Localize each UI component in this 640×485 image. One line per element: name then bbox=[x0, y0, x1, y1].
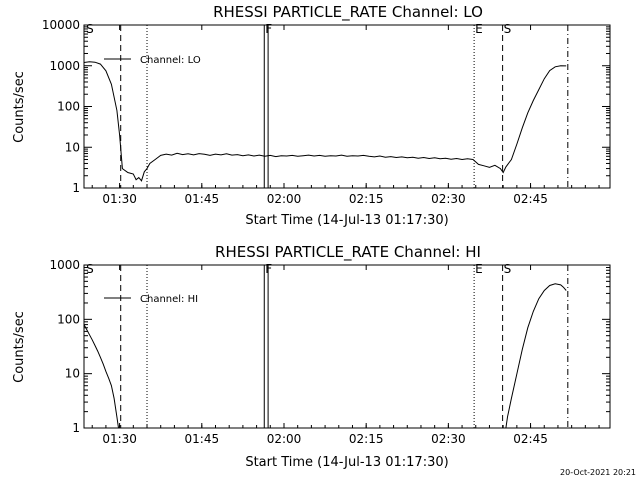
data-series-line bbox=[83, 324, 119, 429]
panel-lo-x-ticks: 01:30 01:45 02:00 02:15 02:30 02:45 bbox=[91, 25, 600, 206]
panel-hi-x-ticks: 01:30 01:45 02:00 02:15 02:30 02:45 bbox=[91, 265, 600, 446]
y-tick-label: 10 bbox=[65, 367, 80, 381]
panel-hi-y-ticks: 1 10 100 1000 bbox=[49, 258, 610, 435]
x-tick-label: 01:30 bbox=[102, 432, 137, 446]
y-tick-label: 1 bbox=[72, 421, 80, 435]
y-tick-label: 1000 bbox=[49, 59, 80, 73]
panel-hi-axes-frame bbox=[83, 264, 611, 429]
event-marker-label: S bbox=[86, 262, 94, 276]
panel-hi-ylabel: Counts/sec bbox=[12, 311, 27, 383]
y-tick-label: 100 bbox=[57, 312, 80, 326]
panel-lo-legend: Channel: LO bbox=[104, 55, 201, 66]
data-series-line bbox=[505, 283, 567, 429]
x-tick-label: 02:45 bbox=[513, 192, 548, 206]
panel-hi-series bbox=[83, 283, 567, 429]
event-marker-label: F bbox=[265, 22, 272, 36]
y-tick-label: 1000 bbox=[49, 258, 80, 272]
legend-lo-label: Channel: LO bbox=[140, 55, 201, 66]
panel-lo-xlabel: Start Time (14-Jul-13 01:17:30) bbox=[245, 213, 448, 228]
x-tick-label: 01:45 bbox=[185, 192, 220, 206]
y-tick-label: 100 bbox=[57, 100, 80, 114]
event-marker-label: F bbox=[265, 262, 272, 276]
y-tick-label: 1 bbox=[72, 181, 80, 195]
x-tick-label: 02:30 bbox=[431, 432, 466, 446]
event-marker-label: S bbox=[504, 22, 512, 36]
panel-hi-legend: Channel: HI bbox=[104, 294, 198, 305]
plot-panel-hi: RHESSI PARTICLE_RATE Channel: HI S F E S 01… bbox=[12, 243, 611, 470]
data-series-line bbox=[83, 61, 567, 182]
y-tick-label: 10 bbox=[65, 140, 80, 154]
event-marker-label: E bbox=[475, 22, 483, 36]
x-tick-label: 02:30 bbox=[431, 192, 466, 206]
x-tick-label: 01:45 bbox=[185, 432, 220, 446]
event-marker-label: S bbox=[86, 22, 94, 36]
plot-panel-lo: RHESSI PARTICLE_RATE Channel: LO S F E S 01… bbox=[12, 3, 611, 228]
x-tick-label: 02:15 bbox=[349, 192, 384, 206]
panel-lo-series bbox=[83, 61, 567, 182]
panel-hi-xlabel: Start Time (14-Jul-13 01:17:30) bbox=[245, 455, 448, 470]
generated-timestamp: 20-Oct-2021 20:21 bbox=[560, 468, 636, 477]
event-marker-label: E bbox=[475, 262, 483, 276]
x-tick-label: 02:00 bbox=[267, 432, 302, 446]
y-tick-label: 10000 bbox=[42, 18, 80, 32]
x-tick-label: 02:15 bbox=[349, 432, 384, 446]
x-tick-label: 01:30 bbox=[102, 192, 137, 206]
panel-lo-ylabel: Counts/sec bbox=[12, 71, 27, 143]
event-marker-label: S bbox=[504, 262, 512, 276]
panel-lo-title: RHESSI PARTICLE_RATE Channel: LO bbox=[213, 3, 483, 22]
x-tick-label: 02:00 bbox=[267, 192, 302, 206]
legend-hi-label: Channel: HI bbox=[140, 294, 198, 305]
panel-hi-title: RHESSI PARTICLE_RATE Channel: HI bbox=[215, 243, 481, 262]
panel-lo-y-ticks: 1 10 100 1000 10000 bbox=[42, 18, 610, 195]
x-tick-label: 02:45 bbox=[513, 432, 548, 446]
